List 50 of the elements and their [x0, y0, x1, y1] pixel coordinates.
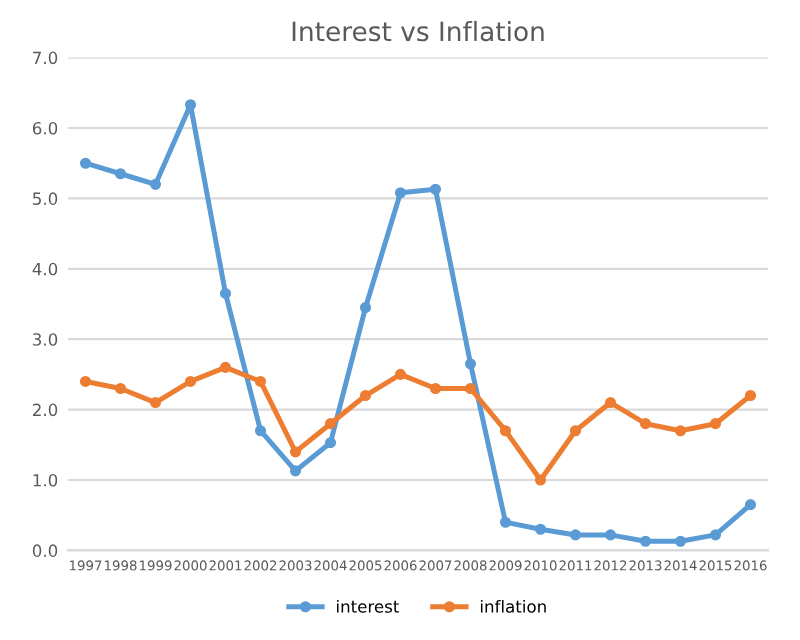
point: [114, 168, 127, 180]
point: [219, 287, 232, 299]
point: [499, 516, 512, 528]
point: [499, 425, 512, 437]
point: [79, 157, 92, 169]
point: [569, 425, 582, 437]
y-tick-label: 6.0: [32, 121, 58, 135]
point: [394, 368, 407, 380]
y-tick-label: 4.0: [32, 262, 58, 276]
point: [429, 382, 442, 395]
point: [324, 418, 337, 430]
legend-label: inflation: [480, 599, 546, 613]
point: [744, 499, 757, 511]
point: [219, 361, 232, 373]
point: [639, 418, 652, 430]
point: [324, 437, 337, 449]
point: [674, 425, 687, 437]
point: [254, 425, 267, 437]
y-tick-label: 0.0: [32, 544, 58, 557]
chart-title: Interest vs Inflation: [292, 20, 544, 42]
point: [639, 535, 652, 547]
point: [674, 535, 687, 547]
y-tick-label: 7.0: [33, 51, 58, 65]
point: [289, 446, 302, 458]
point: [149, 397, 162, 409]
point: [534, 474, 547, 486]
y-tick-label: 2.0: [32, 403, 58, 417]
y-tick-label: 5.0: [33, 192, 58, 205]
point: [744, 389, 757, 402]
y-tick-label: 3.0: [33, 333, 58, 346]
point: [464, 382, 477, 395]
point: [464, 358, 477, 370]
point: [359, 301, 372, 314]
point: [394, 187, 407, 199]
point: [709, 529, 722, 541]
point: [359, 389, 372, 402]
legend-label: interest: [337, 599, 399, 613]
y-tick-label: 1.0: [33, 473, 58, 487]
point: [184, 375, 197, 387]
point: [604, 397, 617, 409]
point: [149, 178, 162, 190]
point: [79, 375, 92, 387]
point: [114, 382, 127, 395]
point: [534, 523, 547, 535]
point: [709, 418, 722, 430]
point: [254, 375, 267, 387]
point: [604, 529, 617, 541]
point: [429, 183, 442, 195]
point: [289, 465, 302, 477]
point: [569, 529, 582, 541]
